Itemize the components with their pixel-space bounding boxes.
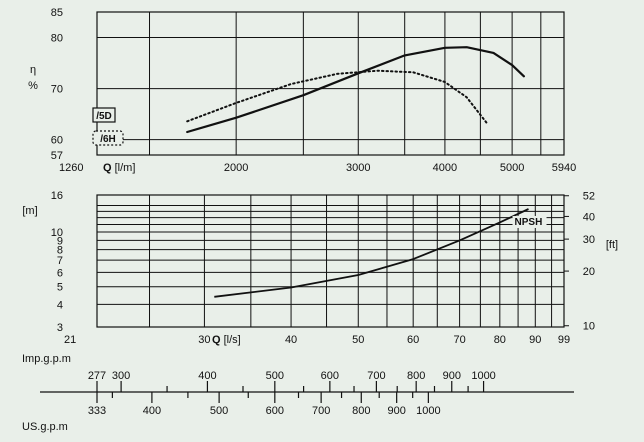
y-tick-label: 7	[57, 255, 63, 267]
plot-frame	[96, 194, 565, 328]
y2-tick-label: 40	[583, 211, 595, 223]
x-tick-label: 60	[407, 334, 419, 346]
y-tick-label: 57	[51, 150, 63, 162]
y2-axis-label: [ft]	[606, 239, 618, 251]
us-tick-label: 700	[312, 405, 330, 417]
x-tick-label: 2000	[224, 162, 248, 174]
imp-tick-label: 277	[88, 370, 106, 382]
x-tick-label: 1260	[59, 162, 83, 174]
legend-box-solid	[92, 107, 116, 123]
y-tick-label: 4	[57, 299, 63, 311]
y-tick-label: 16	[51, 190, 63, 202]
imp-tick-label: 500	[266, 370, 284, 382]
y-tick-label: 70	[51, 84, 63, 96]
imp-tick-label: 700	[367, 370, 385, 382]
series-line-5d	[186, 46, 526, 134]
efficiency-chart: 57 60 70 80 85 1260 2000 3000 4000 5000 5940 η% Q [l…	[28, 7, 576, 174]
x-tick-label: 50	[352, 334, 364, 346]
x-tick-label: 3000	[346, 162, 370, 174]
y-tick-label: 9	[57, 235, 63, 247]
x-tick-label: 30	[198, 334, 210, 346]
y-axis-label: η	[30, 64, 36, 76]
y-tick-label: 6	[57, 267, 63, 279]
imp-tick-label: 400	[198, 370, 216, 382]
y-axis-unit: %	[28, 80, 38, 92]
x-axis-label: Q [l/s]	[212, 334, 241, 346]
series-line-npsh	[214, 208, 529, 298]
imp-tick-label: 800	[407, 370, 425, 382]
us-gpm-label: US.g.p.m	[22, 421, 68, 433]
y-tick-label: 3	[57, 322, 63, 334]
legend-label-6h: /6H	[100, 134, 116, 145]
x-tick-label: 21	[64, 334, 76, 346]
y-tick-label: 85	[51, 7, 63, 19]
y2-tick-label: 52	[583, 191, 595, 203]
us-tick-label: 800	[352, 405, 370, 417]
us-tick-label: 333	[88, 405, 106, 417]
flow-unit-scales: Imp.g.p.m US.g.p.m 277 300 400 500 600 700 800 90…	[22, 353, 574, 433]
us-tick-label: 900	[387, 405, 405, 417]
series-line-6h	[186, 69, 488, 125]
imp-tick-label: 1000	[471, 370, 495, 382]
y-tick-label: 8	[57, 245, 63, 257]
x-axis-label: Q [l/m]	[103, 162, 135, 174]
y-tick-label: 10	[51, 227, 63, 239]
y2-tick-label: 20	[583, 266, 595, 278]
imp-tick-label: 600	[321, 370, 339, 382]
y2-tick-label: 10	[583, 321, 595, 333]
npsh-series-label: NPSH	[515, 217, 543, 228]
us-tick-label: 1000	[416, 405, 440, 417]
x-tick-label: 90	[529, 334, 541, 346]
x-tick-label: 40	[285, 334, 297, 346]
us-tick-label: 600	[266, 405, 284, 417]
y-tick-label: 5	[57, 282, 63, 294]
y-tick-label: 80	[51, 33, 63, 45]
y-axis-label: [m]	[22, 205, 37, 217]
us-tick-label: 500	[210, 405, 228, 417]
npsh-label-bg	[512, 215, 547, 228]
x-tick-label: 99	[558, 334, 570, 346]
x-tick-label: 70	[453, 334, 465, 346]
x-tick-label: 5940	[552, 162, 576, 174]
imp-gpm-label: Imp.g.p.m	[22, 353, 71, 365]
x-tick-label: 5000	[500, 162, 524, 174]
imp-tick-label: 300	[112, 370, 130, 382]
us-tick-label: 400	[143, 405, 161, 417]
legend-label-5d: /5D	[96, 111, 112, 122]
x-tick-label: 80	[494, 334, 506, 346]
imp-tick-label: 900	[443, 370, 461, 382]
x-tick-label: 4000	[433, 162, 457, 174]
plot-frame	[96, 11, 565, 156]
legend-box-dotted	[92, 130, 124, 146]
y2-tick-label: 30	[583, 234, 595, 246]
y-tick-label: 60	[51, 135, 63, 147]
